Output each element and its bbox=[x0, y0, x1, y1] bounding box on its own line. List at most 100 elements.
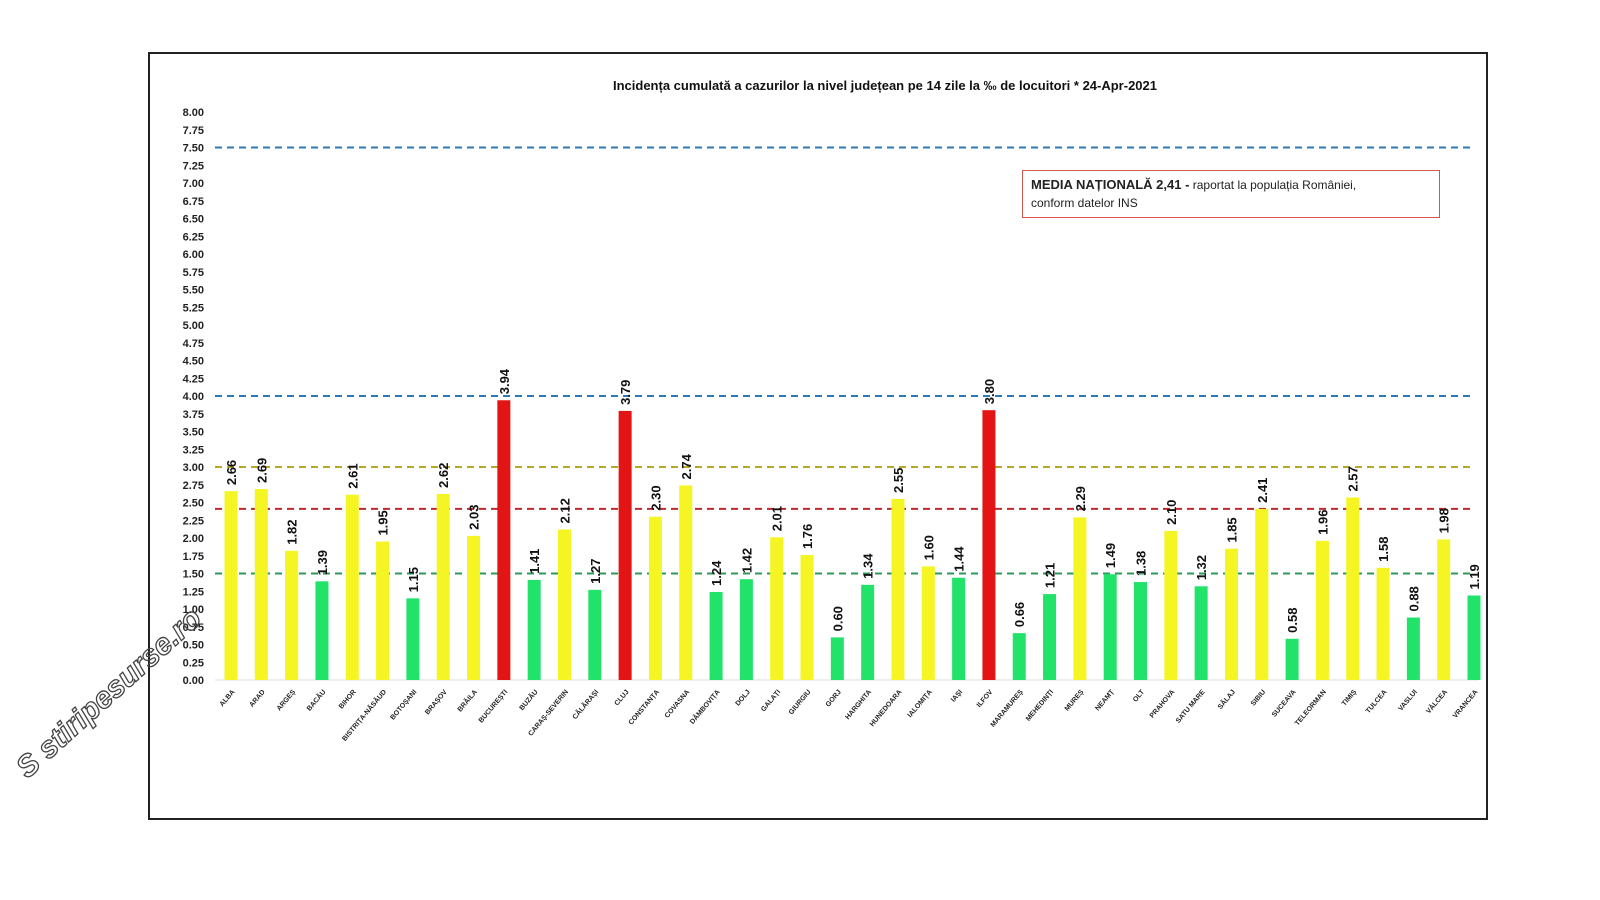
bar bbox=[739, 579, 753, 680]
bar bbox=[1255, 508, 1269, 680]
x-tick-label: TELEORMAN bbox=[1294, 689, 1328, 727]
data-label: 1.32 bbox=[1194, 555, 1209, 580]
y-tick-label: 4.25 bbox=[183, 373, 204, 385]
x-tick-label: SĂLAJ bbox=[1215, 687, 1237, 710]
bar bbox=[1073, 517, 1087, 680]
bar bbox=[376, 541, 390, 680]
x-tick-label: IAȘI bbox=[950, 689, 964, 704]
bar bbox=[1406, 617, 1420, 680]
x-tick-label: ARAD bbox=[248, 689, 266, 709]
bar bbox=[406, 598, 420, 680]
bar bbox=[557, 529, 571, 680]
bar bbox=[648, 516, 662, 680]
data-label: 1.60 bbox=[921, 535, 936, 560]
y-tick-label: 7.25 bbox=[183, 160, 204, 172]
y-tick-label: 6.75 bbox=[183, 196, 204, 208]
data-label: 2.62 bbox=[436, 463, 451, 488]
y-tick-label: 3.00 bbox=[183, 462, 204, 474]
data-label: 1.41 bbox=[527, 549, 542, 574]
bar bbox=[709, 591, 723, 680]
x-tick-label: OLT bbox=[1132, 688, 1146, 703]
x-tick-label: DÂMBOVIȚA bbox=[687, 688, 721, 726]
x-tick-label: BIHOR bbox=[338, 689, 358, 711]
data-label: 0.66 bbox=[1012, 602, 1027, 627]
bar bbox=[1103, 574, 1117, 680]
data-label: 2.55 bbox=[891, 468, 906, 493]
data-label: 2.57 bbox=[1346, 466, 1361, 491]
x-tick-label: BACĂU bbox=[304, 688, 327, 713]
bar bbox=[224, 491, 238, 680]
y-tick-label: 5.75 bbox=[183, 267, 204, 279]
x-tick-label: CLUJ bbox=[614, 689, 631, 708]
x-tick-label: HARGHITA bbox=[844, 689, 873, 721]
data-label: 1.19 bbox=[1467, 564, 1482, 589]
y-tick-label: 5.25 bbox=[183, 302, 204, 314]
bar bbox=[679, 485, 693, 680]
bar bbox=[345, 494, 359, 680]
y-tick-label: 4.50 bbox=[183, 356, 204, 368]
bar bbox=[254, 489, 268, 680]
data-label: 1.96 bbox=[1315, 510, 1330, 535]
data-label: 3.94 bbox=[497, 368, 512, 394]
x-tick-label: GORJ bbox=[825, 689, 843, 709]
note-bold: MEDIA NAȚIONALĂ 2,41 - bbox=[1031, 177, 1190, 192]
x-tick-label: BRĂILA bbox=[455, 688, 479, 714]
bar bbox=[891, 498, 905, 680]
x-tick-label: VASLUI bbox=[1397, 689, 1419, 713]
x-tick-label: IALOMIȚA bbox=[907, 689, 934, 719]
y-tick-label: 0.00 bbox=[183, 675, 204, 687]
y-tick-label: 5.00 bbox=[183, 320, 204, 332]
bar bbox=[800, 555, 814, 680]
bar bbox=[1194, 586, 1208, 680]
data-label: 1.49 bbox=[1103, 543, 1118, 568]
chart-title: Incidența cumulată a cazurilor la nivel … bbox=[612, 78, 1157, 93]
data-label: 1.95 bbox=[376, 510, 391, 535]
bar bbox=[982, 410, 996, 680]
data-label: 2.29 bbox=[1073, 486, 1088, 511]
data-label: 1.85 bbox=[1224, 517, 1239, 542]
x-tick-label: NEAMȚ bbox=[1094, 688, 1116, 712]
y-tick-label: 5.50 bbox=[183, 285, 204, 297]
national-average-note: MEDIA NAȚIONALĂ 2,41 - raportat la popul… bbox=[1022, 170, 1440, 218]
data-label: 1.24 bbox=[709, 560, 724, 586]
data-label: 1.76 bbox=[800, 524, 815, 549]
data-label: 1.39 bbox=[315, 550, 330, 575]
x-tick-label: BUCUREȘTI bbox=[478, 689, 510, 725]
y-tick-label: 2.00 bbox=[183, 533, 204, 545]
x-tick-label: SIBIU bbox=[1250, 689, 1267, 708]
x-tick-label: VRANCEA bbox=[1452, 689, 1480, 720]
data-label: 1.58 bbox=[1376, 537, 1391, 562]
data-label: 1.34 bbox=[861, 553, 876, 579]
x-tick-label: GALAȚI bbox=[760, 689, 782, 713]
data-label: 2.41 bbox=[1255, 478, 1270, 503]
x-tick-label: BRAȘOV bbox=[424, 689, 449, 717]
bar bbox=[1224, 548, 1238, 680]
y-tick-label: 6.00 bbox=[183, 249, 204, 261]
data-label: 2.30 bbox=[648, 485, 663, 510]
bar bbox=[921, 566, 935, 680]
data-label: 1.27 bbox=[588, 559, 603, 584]
x-tick-label: BOTOȘANI bbox=[389, 689, 418, 722]
data-label: 3.80 bbox=[982, 379, 997, 404]
bar bbox=[1376, 567, 1390, 680]
x-tick-label: CĂLĂRAȘI bbox=[570, 687, 600, 721]
data-label: 3.79 bbox=[618, 380, 633, 405]
data-label: 0.88 bbox=[1406, 586, 1421, 611]
data-label: 1.98 bbox=[1437, 508, 1452, 533]
note-text: raportat la populația României, bbox=[1189, 178, 1357, 192]
y-tick-label: 8.00 bbox=[183, 107, 204, 119]
bar bbox=[1346, 497, 1360, 680]
x-tick-label: GIURGIU bbox=[788, 689, 813, 716]
x-tick-label: TULCEA bbox=[1365, 689, 1389, 715]
y-tick-label: 2.75 bbox=[183, 480, 204, 492]
y-tick-label: 4.75 bbox=[183, 338, 204, 350]
y-tick-label: 3.25 bbox=[183, 444, 204, 456]
y-tick-label: 6.25 bbox=[183, 231, 204, 243]
bar bbox=[1467, 595, 1481, 680]
bar bbox=[770, 537, 784, 680]
x-tick-label: HUNEDOARA bbox=[869, 689, 904, 728]
data-label: 0.58 bbox=[1285, 608, 1300, 633]
data-label: 1.15 bbox=[406, 567, 421, 592]
data-label: 2.01 bbox=[770, 506, 785, 531]
data-label: 2.61 bbox=[345, 463, 360, 488]
